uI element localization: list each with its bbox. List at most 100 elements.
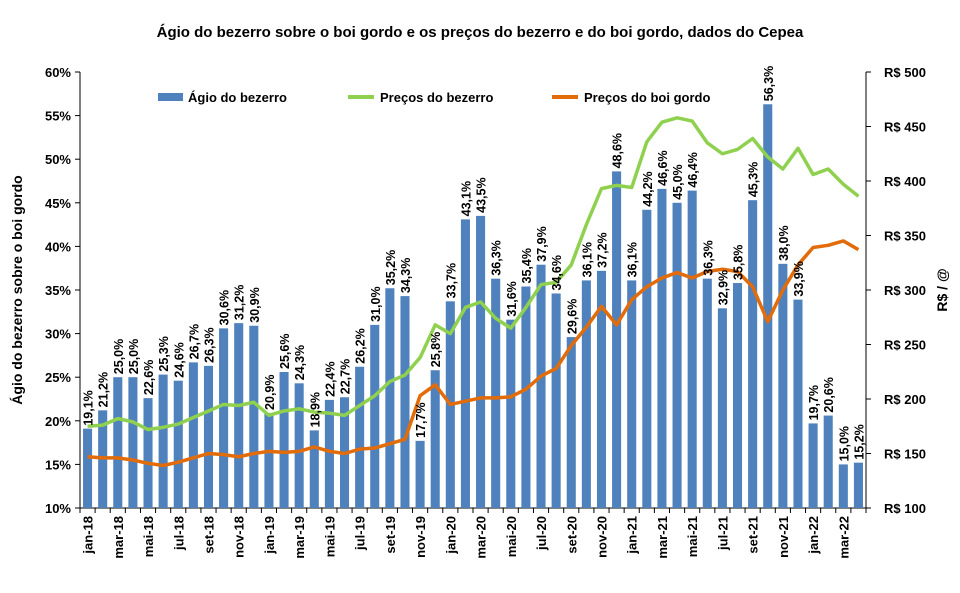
bar <box>717 308 727 508</box>
right-tick-label: R$ 200 <box>884 392 926 407</box>
bar <box>566 337 576 508</box>
x-tick-label: nov-18 <box>232 516 247 558</box>
bar <box>219 328 229 508</box>
bar-data-label: 21,2% <box>97 372 111 407</box>
bar-data-label: 56,3% <box>762 66 776 101</box>
bar <box>476 215 486 508</box>
left-axis-label: Ágio do bezerro sobre o boi gordo <box>9 175 25 404</box>
bar <box>415 440 425 508</box>
bar-data-label: 34,6% <box>550 255 564 290</box>
x-tick-label: mar-19 <box>292 516 307 559</box>
right-tick-label: R$ 300 <box>884 283 926 298</box>
bar <box>808 423 818 508</box>
bar-data-label: 43,1% <box>459 181 473 216</box>
bar-data-label: 25,0% <box>127 339 141 374</box>
x-tick-label: jan-20 <box>443 516 458 555</box>
bar <box>143 398 153 508</box>
bar <box>521 286 531 508</box>
x-tick-label: jul-20 <box>534 516 549 551</box>
right-tick-label: R$ 150 <box>884 447 926 462</box>
bar <box>324 399 334 508</box>
x-tick-label: mar-18 <box>111 516 126 559</box>
bar-data-label: 22,4% <box>323 361 337 396</box>
right-tick-label: R$ 350 <box>884 229 926 244</box>
bar <box>627 280 637 508</box>
bar-data-label: 37,2% <box>595 232 609 267</box>
bar-data-label: 31,2% <box>233 285 247 320</box>
bar <box>536 264 546 508</box>
bar-data-label: 24,6% <box>172 342 186 377</box>
right-tick-label: R$ 500 <box>884 65 926 80</box>
bar <box>264 412 274 508</box>
bar-data-label: 19,1% <box>82 390 96 425</box>
legend-label-boi-gordo: Preços do boi gordo <box>584 90 710 105</box>
left-tick-label: 30% <box>45 327 71 342</box>
left-tick-label: 20% <box>45 414 71 429</box>
bar <box>642 209 652 508</box>
bar-data-label: 18,9% <box>308 392 322 427</box>
line-preco-bezerro <box>87 116 860 432</box>
bar <box>793 299 803 508</box>
bar-data-label: 33,7% <box>444 263 458 298</box>
bar-data-label: 24,3% <box>293 345 307 380</box>
bar <box>763 104 773 508</box>
bar-data-label: 22,6% <box>142 360 156 395</box>
bar <box>551 293 561 508</box>
bar-data-label: 34,3% <box>399 258 413 293</box>
left-tick-label: 45% <box>45 196 71 211</box>
left-tick-label: 10% <box>45 501 71 516</box>
left-tick-label: 55% <box>45 109 71 124</box>
bar <box>748 200 758 508</box>
bar-data-label: 36,3% <box>701 240 715 275</box>
bar <box>203 365 214 508</box>
bar-data-label: 46,4% <box>686 152 700 187</box>
bar <box>672 202 682 509</box>
x-tick-label: jan-21 <box>625 516 640 555</box>
x-tick-label: nov-21 <box>776 516 791 558</box>
bar-data-label: 26,3% <box>202 327 216 362</box>
right-tick-label: R$ 400 <box>884 174 926 189</box>
bar-data-label: 43,5% <box>475 177 489 212</box>
bar <box>823 415 833 508</box>
x-tick-label: jul-21 <box>715 516 730 551</box>
x-tick-label: mai-21 <box>685 516 700 557</box>
bar-data-label: 36,3% <box>490 240 504 275</box>
bar <box>612 171 622 508</box>
bar <box>853 462 863 508</box>
bar <box>249 325 259 508</box>
bar-data-label: 20,9% <box>263 374 277 409</box>
bar-data-label: 25,6% <box>278 334 292 369</box>
x-tick-label: mai-18 <box>141 516 156 557</box>
bar-data-label: 35,8% <box>732 245 746 280</box>
bar <box>596 270 607 508</box>
bar-data-label: 25,8% <box>429 332 443 367</box>
bar-data-label: 26,2% <box>354 328 368 363</box>
x-tick-label: mai-20 <box>504 516 519 557</box>
bar-data-label: 45,3% <box>747 162 761 197</box>
x-tick-label: set-18 <box>201 516 216 554</box>
bar <box>778 263 788 508</box>
bar-data-label: 45,0% <box>671 164 685 199</box>
bar <box>83 428 93 508</box>
bar <box>506 319 516 508</box>
bar <box>279 371 289 508</box>
left-tick-label: 60% <box>45 65 71 80</box>
bar <box>702 278 712 508</box>
x-tick-label: jan-19 <box>262 516 277 555</box>
x-tick-label: mar-21 <box>655 516 670 559</box>
bar <box>491 278 501 508</box>
bar <box>385 288 395 508</box>
bar-data-label: 48,6% <box>611 133 625 168</box>
bar-data-label: 33,9% <box>792 261 806 296</box>
x-tick-label: mar-20 <box>474 516 489 559</box>
bar <box>838 464 848 508</box>
bar <box>173 380 183 508</box>
bar-data-label: 26,7% <box>187 324 201 359</box>
line-preco-boi-gordo <box>87 239 860 468</box>
bar-data-label: 20,6% <box>822 377 836 412</box>
bar <box>400 296 410 508</box>
x-tick-label: jul-19 <box>353 516 368 551</box>
bar <box>113 377 123 508</box>
bar-data-label: 17,7% <box>414 402 428 437</box>
